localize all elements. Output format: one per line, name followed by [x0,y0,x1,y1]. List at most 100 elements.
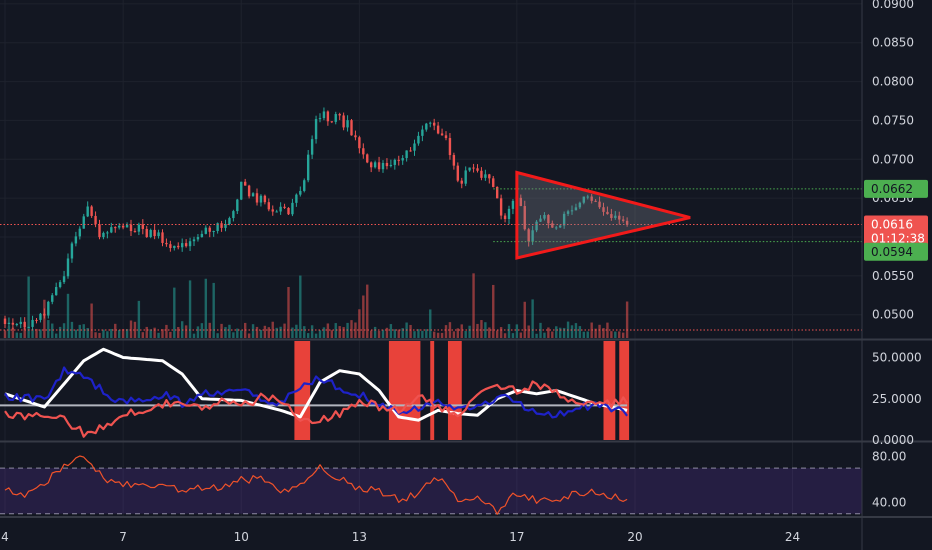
candle-body[interactable] [389,164,393,167]
candle-body[interactable] [566,211,570,214]
candle-body[interactable] [47,301,50,316]
candle-body[interactable] [98,224,101,238]
candle-body[interactable] [82,216,85,229]
candle-body[interactable] [299,190,302,195]
candle-body[interactable] [7,322,11,325]
candle-body[interactable] [173,245,176,249]
candle-body[interactable] [377,162,381,170]
candle-body[interactable] [421,129,424,136]
candle-body[interactable] [224,224,227,228]
candle-body[interactable] [464,170,467,184]
candle-body[interactable] [212,231,215,233]
candle-body[interactable] [346,120,349,128]
candle-body[interactable] [555,227,558,229]
candle-body[interactable] [62,276,66,283]
candle-body[interactable] [157,232,160,237]
candle-body[interactable] [188,241,192,247]
candle-body[interactable] [621,219,625,221]
candle-body[interactable] [251,193,255,197]
candle-body[interactable] [472,167,475,169]
candle-body[interactable] [125,224,129,228]
candle-body[interactable] [610,214,613,218]
candle-body[interactable] [58,282,62,288]
candle-body[interactable] [263,195,267,203]
candle-body[interactable] [484,174,487,178]
candle-body[interactable] [586,196,589,198]
candle-body[interactable] [507,208,511,219]
candle-body[interactable] [141,224,145,229]
candle-body[interactable] [200,233,204,238]
time-scale[interactable]: 4 7 10 13 17 20 24 [1,530,800,544]
candle-body[interactable] [314,119,318,140]
candle-body[interactable] [247,185,251,197]
candle-body[interactable] [480,170,483,178]
candle-body[interactable] [413,143,416,151]
candle-body[interactable] [121,225,125,228]
candle-body[interactable] [255,193,259,203]
candle-body[interactable] [310,139,314,155]
candle-body[interactable] [440,133,444,136]
candle-body[interactable] [102,232,105,238]
candle-body[interactable] [519,197,523,207]
candle-body[interactable] [106,232,109,234]
candle-body[interactable] [401,158,404,161]
candle-body[interactable] [240,181,243,200]
candle-body[interactable] [114,227,117,229]
candle-body[interactable] [606,211,609,215]
candle-body[interactable] [570,210,574,212]
candle-body[interactable] [177,245,180,248]
candle-body[interactable] [460,180,463,184]
candle-body[interactable] [283,206,286,208]
candle-body[interactable] [161,232,164,243]
price-candles[interactable] [3,107,629,331]
candle-body[interactable] [43,313,46,316]
candle-body[interactable] [373,162,377,168]
candle-body[interactable] [614,215,617,218]
candle-body[interactable] [243,181,247,186]
rsi-indicator-pane[interactable] [0,455,862,515]
candle-body[interactable] [330,121,334,123]
candle-body[interactable] [523,206,526,230]
candle-body[interactable] [511,200,515,209]
candle-body[interactable] [78,228,82,237]
candle-body[interactable] [326,111,330,122]
candle-body[interactable] [129,224,133,232]
candle-body[interactable] [582,196,586,203]
candle-body[interactable] [303,180,306,191]
candle-body[interactable] [444,135,448,139]
candle-body[interactable] [11,322,15,325]
triangle-pattern[interactable] [515,170,691,260]
candle-body[interactable] [354,135,357,138]
candle-body[interactable] [39,313,42,320]
candle-body[interactable] [334,114,337,122]
candle-body[interactable] [598,201,601,208]
candle-body[interactable] [149,229,152,238]
candle-body[interactable] [236,199,239,212]
candle-body[interactable] [275,211,278,213]
candle-body[interactable] [117,225,121,228]
candle-body[interactable] [232,211,235,219]
candle-body[interactable] [295,194,298,203]
candle-body[interactable] [488,174,491,179]
candle-body[interactable] [452,155,456,166]
candle-body[interactable] [425,123,428,130]
candle-body[interactable] [476,168,479,171]
candle-body[interactable] [539,218,542,222]
candle-body[interactable] [429,122,432,124]
candle-body[interactable] [362,148,365,155]
candle-body[interactable] [153,229,156,237]
candle-body[interactable] [137,224,141,232]
candle-body[interactable] [318,118,322,120]
candle-body[interactable] [287,207,290,215]
candle-body[interactable] [208,227,211,232]
candle-body[interactable] [495,186,499,199]
candle-body[interactable] [436,125,440,134]
candle-body[interactable] [503,215,507,219]
candle-body[interactable] [54,287,58,296]
candle-body[interactable] [74,236,78,244]
candle-body[interactable] [86,206,89,217]
candle-body[interactable] [369,162,373,168]
candle-body[interactable] [602,207,605,212]
candle-body[interactable] [574,207,578,211]
